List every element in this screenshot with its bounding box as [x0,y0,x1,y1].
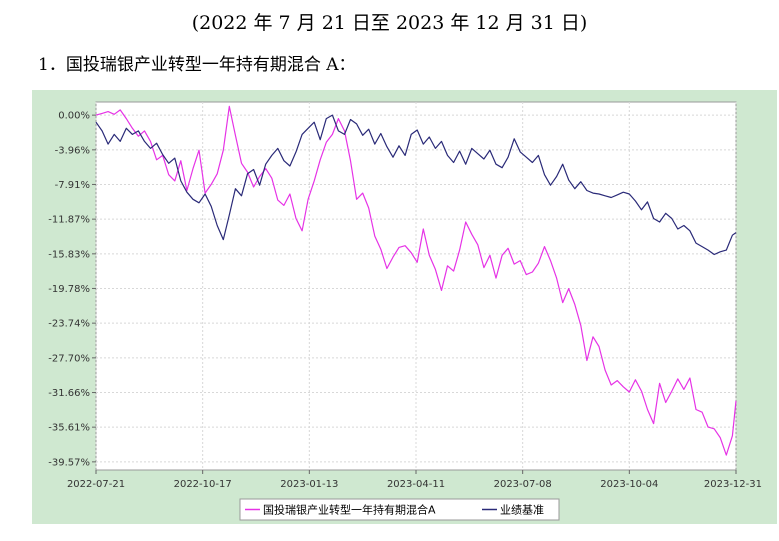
y-tick-label: -23.74% [48,319,90,330]
series-line-benchmark [95,114,737,256]
y-tick-label: -39.57% [48,457,90,468]
x-tick-label: 2022-07-21 [67,479,125,490]
legend: 国投瑞银产业转型一年持有期混合A 业绩基准 [239,498,560,521]
y-tick-label: -15.83% [48,249,90,260]
x-tick-label: 2023-10-04 [600,479,658,490]
y-tick-label: -27.70% [48,353,90,364]
legend-label-fund: 国投瑞银产业转型一年持有期混合A [263,503,436,517]
x-tick-label: 2023-12-31 [704,479,762,490]
series-lines [95,105,737,456]
section-heading: 1．国投瑞银产业转型一年持有期混合 A： [38,55,356,75]
nav-growth-chart: 0.00% -3.96% -7.91% -11.87% -15.83% -19.78% -2… [48,101,762,521]
y-tick-label: -3.96% [55,145,90,156]
x-axis-ticks: 2022-07-21 2022-10-17 2023-01-13 2023-04-11… [67,470,762,490]
x-tick-label: 2023-04-11 [387,479,445,490]
legend-box [239,498,560,521]
y-tick-label: -35.61% [48,423,90,434]
y-tick-label: 0.00% [58,111,90,122]
x-tick-label: 2023-01-13 [280,479,338,490]
y-axis-ticks: 0.00% -3.96% -7.91% -11.87% -15.83% -19.78% -2… [48,111,96,468]
y-tick-label: -31.66% [48,388,90,399]
x-tick-label: 2022-10-17 [174,479,232,490]
y-tick-label: -11.87% [48,215,90,226]
legend-label-benchmark: 业绩基准 [500,504,544,517]
chart-panel: 0.00% -3.96% -7.91% -11.87% -15.83% -19.78% -2… [32,90,777,524]
series-line-fund [95,105,737,456]
y-tick-label: -7.91% [55,180,90,191]
y-tick-label: -19.78% [48,284,90,295]
x-tick-label: 2023-07-08 [494,479,552,490]
report-period: (2022 年 7 月 21 日至 2023 年 12 月 31 日) [191,12,588,34]
